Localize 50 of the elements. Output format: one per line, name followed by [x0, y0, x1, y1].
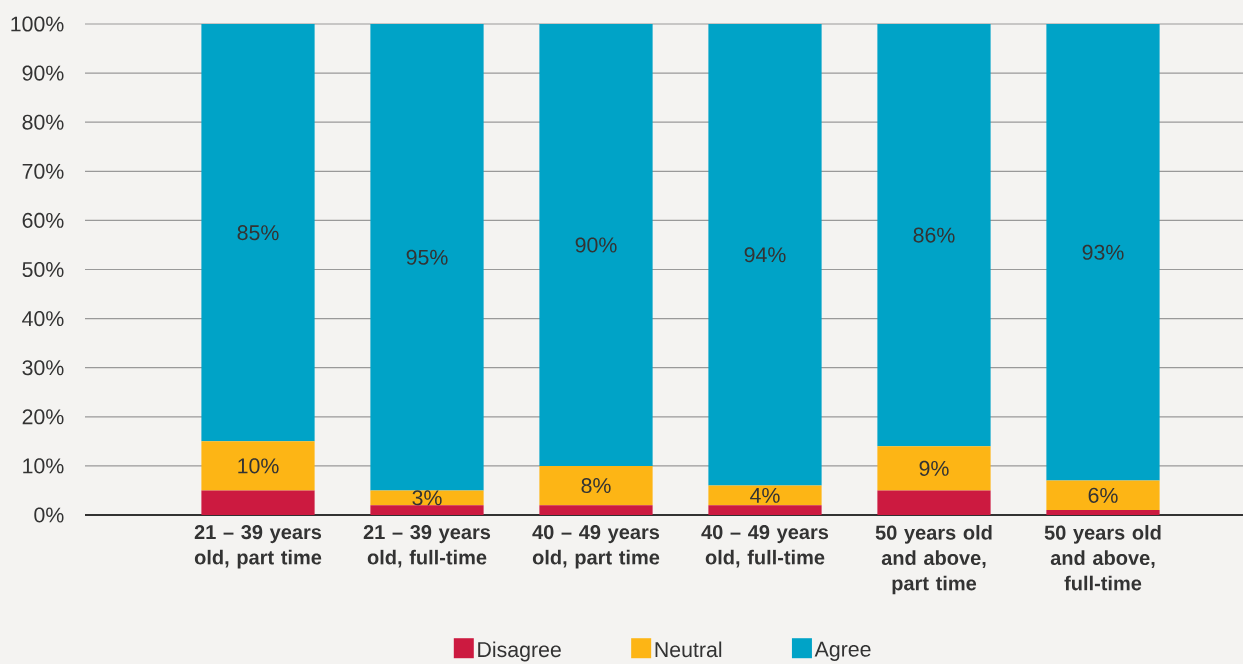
data-label: 90% — [575, 237, 617, 253]
y-tick-label: 60% — [22, 212, 64, 228]
data-label: 94% — [744, 247, 786, 263]
data-label: 10% — [238, 458, 279, 474]
bar — [201, 490, 315, 515]
bar — [877, 446, 991, 491]
y-tick-label: 20% — [22, 409, 64, 425]
data-label: 9% — [919, 460, 949, 476]
data-label: 85% — [237, 225, 279, 241]
legend-label: Disagree — [478, 641, 561, 662]
bar — [877, 490, 991, 515]
bar — [370, 490, 484, 506]
y-tick-label: 30% — [22, 360, 64, 376]
data-label: 93% — [1082, 244, 1124, 260]
x-tick-label: 50 years old and above, full-time — [1044, 525, 1161, 591]
y-tick-label: 100% — [11, 16, 64, 32]
bar — [201, 24, 315, 442]
bar — [539, 505, 653, 515]
bar — [539, 24, 653, 466]
bar — [370, 24, 484, 491]
bar — [1046, 510, 1160, 515]
bar — [708, 505, 822, 515]
y-tick-label: 90% — [22, 65, 64, 81]
y-tick-label: 40% — [22, 311, 64, 327]
data-label: 95% — [406, 249, 448, 265]
x-tick-label: 21 – 39 years old, full-time — [363, 525, 491, 568]
bar — [201, 441, 315, 491]
y-tick-label: 80% — [22, 114, 64, 130]
bar — [1046, 480, 1160, 511]
y-tick-label: 10% — [23, 458, 64, 474]
data-label: 8% — [581, 477, 611, 494]
y-tick-label: 0% — [34, 507, 64, 523]
x-tick-label: 40 – 49 years old, full-time — [701, 525, 829, 568]
x-tick-label: 50 years old and above, part time — [875, 525, 992, 595]
y-tick-label: 50% — [22, 261, 64, 278]
bar — [1046, 24, 1160, 481]
legend-label: Neutral — [655, 641, 722, 658]
bar — [539, 465, 653, 506]
data-label: 86% — [913, 227, 955, 243]
legend-label: Agree — [814, 641, 871, 661]
y-tick-label: 70% — [22, 163, 64, 179]
bar — [708, 24, 822, 486]
data-label: 4% — [750, 487, 780, 503]
bar — [708, 485, 822, 506]
data-label: 6% — [1088, 487, 1118, 503]
bar — [877, 24, 991, 447]
x-tick-label: 40 – 49 years old, part time — [532, 525, 660, 569]
x-tick-label: 21 – 39 years old, part time — [194, 525, 322, 569]
bar — [370, 505, 484, 515]
data-label: 3% — [412, 490, 442, 506]
